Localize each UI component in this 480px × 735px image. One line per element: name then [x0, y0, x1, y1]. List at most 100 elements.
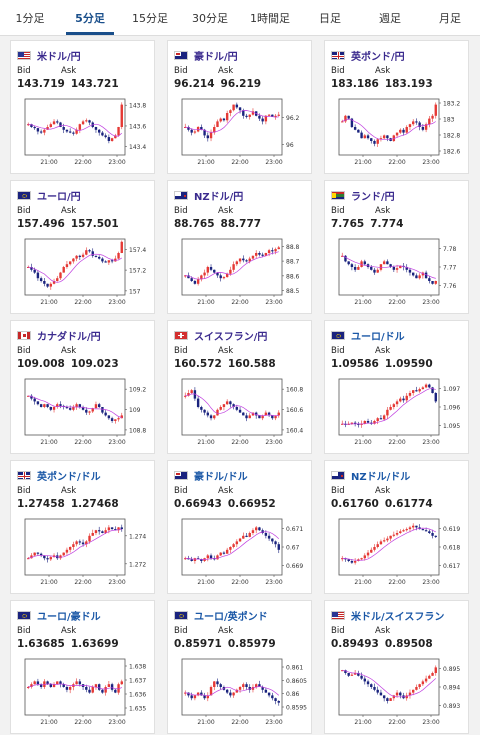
candle-body: [81, 407, 85, 410]
candle-body: [382, 135, 386, 139]
candle-body: [392, 267, 396, 270]
candle-body: [382, 261, 386, 265]
rate-card[interactable]: 米ドル/円 Bid Ask 143.719 143.721 143.8 143.6 143.4…: [10, 40, 155, 174]
candle-body: [27, 267, 30, 268]
pair-name[interactable]: NZドル/ドル: [351, 471, 411, 483]
rate-card[interactable]: 英ポンド/ドル Bid Ask 1.27458 1.27468 1.274 1.272 21:…: [10, 460, 155, 594]
candle-body: [238, 409, 242, 413]
candle-body: [271, 114, 274, 117]
pair-name[interactable]: NZドル/円: [194, 191, 244, 203]
candle-body: [238, 538, 242, 542]
candle-body: [104, 687, 107, 693]
bid-label: Bid: [17, 66, 31, 76]
tab-7[interactable]: 月足: [439, 11, 461, 25]
tab-6[interactable]: 週足: [379, 11, 401, 25]
candle-body: [200, 407, 203, 410]
tab-3[interactable]: 30分足: [192, 11, 228, 25]
rate-card[interactable]: 米ドル/スイスフラン Bid Ask 0.89493 0.89508 0.895 0.894…: [324, 600, 469, 734]
candle-body: [209, 687, 213, 696]
candle-body: [222, 404, 226, 407]
ask-label: Ask: [61, 206, 77, 216]
pair-name[interactable]: 米ドル/円: [37, 51, 81, 63]
candle-body: [261, 530, 264, 533]
y-tick-label: 0.618: [443, 545, 460, 552]
rate-card[interactable]: ランド/円 Bid Ask 7.765 7.774 7.78 7.77 7.76 21:00 22…: [324, 180, 469, 314]
candle-body: [411, 525, 415, 528]
x-tick-label: 21:00: [197, 159, 214, 166]
tab-5[interactable]: 日足: [319, 11, 341, 25]
pair-name[interactable]: 豪ドル/円: [194, 51, 238, 63]
candle-body: [59, 404, 62, 406]
rate-card[interactable]: NZドル/ドル Bid Ask 0.61760 0.61774 0.619 0.618 0.6…: [324, 460, 469, 594]
pair-name[interactable]: 英ポンド/ドル: [37, 471, 101, 483]
pair-name[interactable]: ランド/円: [351, 191, 395, 203]
flag-us-icon: [17, 50, 31, 60]
candle-body: [408, 692, 412, 696]
candle-body: [78, 124, 82, 130]
candle-body: [216, 272, 219, 276]
pair-name[interactable]: カナダドル/円: [37, 331, 101, 343]
candle-body: [421, 127, 425, 130]
plot-frame: [24, 98, 126, 156]
candle-body: [33, 269, 36, 273]
candle-body: [43, 129, 46, 133]
candle-body: [363, 555, 367, 559]
candle-body: [229, 269, 232, 274]
moving-average-line: [185, 531, 280, 560]
pair-name[interactable]: ユーロ/ドル: [351, 331, 405, 343]
candle-body: [232, 264, 235, 270]
ask-value: 1.09590: [384, 358, 433, 370]
bid-label: Bid: [174, 206, 188, 216]
candlestick-chart: 0.895 0.894 0.893 21:00 22:00 23:00: [338, 658, 460, 726]
rate-card[interactable]: ユーロ/ドル Bid Ask 1.09586 1.09590 1.097 1.096 1.09…: [324, 320, 469, 454]
ask-label: Ask: [375, 346, 391, 356]
pair-name[interactable]: スイスフラン/円: [194, 331, 268, 343]
candle-body: [242, 535, 245, 539]
rate-card[interactable]: ユーロ/英ポンド Bid Ask 0.85971 0.85979 0.861 0.8605 0…: [167, 600, 312, 734]
tab-0[interactable]: 1分足: [15, 11, 45, 25]
rate-card[interactable]: 豪ドル/ドル Bid Ask 0.66943 0.66952 0.671 0.67 0.669…: [167, 460, 312, 594]
candle-body: [72, 132, 75, 134]
candle-body: [88, 250, 91, 252]
candle-body: [405, 267, 408, 270]
pair-name[interactable]: 豪ドル/ドル: [194, 471, 248, 483]
candle-body: [114, 419, 117, 421]
rate-card[interactable]: ユーロ/円 Bid Ask 157.496 157.501 157.4 157.2 157 21…: [10, 180, 155, 314]
candle-body: [219, 684, 222, 687]
pair-name[interactable]: 米ドル/スイスフラン: [351, 611, 445, 623]
x-tick-label: 23:00: [108, 719, 125, 726]
bid-label: Bid: [17, 206, 31, 216]
price-labels: Bid Ask: [17, 486, 154, 496]
rate-card[interactable]: NZドル/円 Bid Ask 88.765 88.777 88.8 88.7 88.6 88.5…: [167, 180, 312, 314]
rate-card[interactable]: スイスフラン/円 Bid Ask 160.572 160.588 160.8 160.6 16…: [167, 320, 312, 454]
candle-body: [360, 558, 363, 560]
tab-4[interactable]: 1時間足: [250, 11, 290, 25]
rate-card[interactable]: カナダドル/円 Bid Ask 109.008 109.023 109.2 109 108.8…: [10, 320, 155, 454]
x-tick-label: 22:00: [74, 159, 91, 166]
prices: 0.85971 0.85979: [174, 638, 311, 650]
pair-name[interactable]: 英ポンド/円: [351, 51, 405, 63]
candle-body: [225, 113, 229, 121]
tab-1[interactable]: 5分足: [60, 0, 120, 35]
pair-name[interactable]: ユーロ/円: [37, 191, 81, 203]
candle-body: [341, 670, 344, 672]
candle-body: [190, 129, 193, 133]
candle-body: [389, 407, 392, 410]
tab-2[interactable]: 15分足: [132, 11, 168, 25]
ask-value: 1.63699: [70, 638, 119, 650]
bid-label: Bid: [17, 626, 31, 636]
rate-card[interactable]: ユーロ/豪ドル Bid Ask 1.63685 1.63699 1.638 1.637 1.6…: [10, 600, 155, 734]
card-header: ユーロ/円: [17, 186, 154, 204]
ask-value: 7.774: [370, 218, 404, 230]
price-labels: Bid Ask: [331, 486, 468, 496]
x-tick-label: 21:00: [197, 579, 214, 586]
rate-card[interactable]: 英ポンド/円 Bid Ask 183.186 183.193 183.2 183 182.8 1…: [324, 40, 469, 174]
bid-value: 7.765: [331, 218, 365, 230]
candle-body: [366, 135, 370, 139]
candle-body: [245, 260, 248, 262]
rate-card[interactable]: 豪ドル/円 Bid Ask 96.214 96.219 96.2 96 21:00 22:00 2…: [167, 40, 312, 174]
pair-name[interactable]: ユーロ/豪ドル: [37, 611, 101, 623]
pair-name[interactable]: ユーロ/英ポンド: [194, 611, 268, 623]
candle-body: [434, 667, 437, 673]
candle-body: [267, 114, 271, 116]
